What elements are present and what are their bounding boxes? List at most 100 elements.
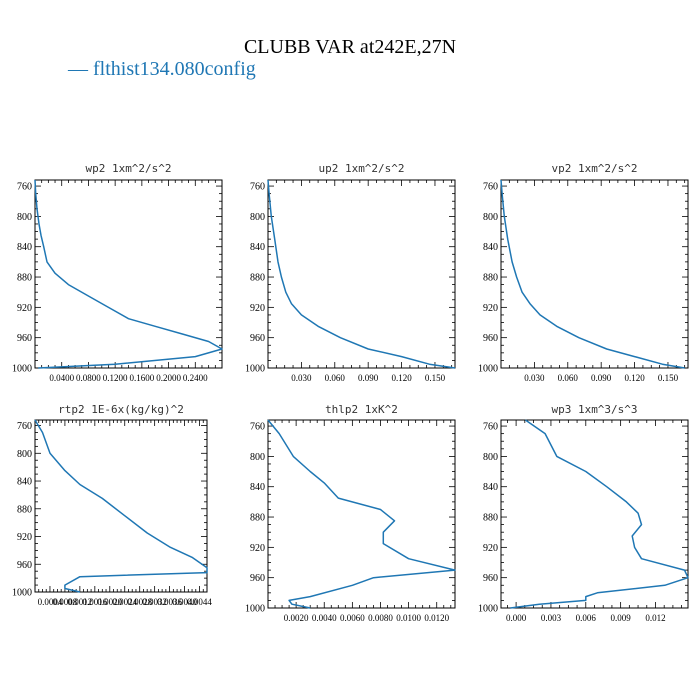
axes-frame: [34, 419, 208, 593]
x-tick-label: 0.0400: [49, 373, 74, 383]
y-tick-label: 920: [17, 303, 32, 314]
y-tick-label: 920: [250, 543, 265, 554]
y-tick-label: 840: [17, 242, 32, 253]
y-tick-label: 800: [17, 212, 32, 223]
axes-frame: [267, 179, 456, 369]
subplot-3: vp2 1xm^2/s^2 760 800 840 880 920 960 1000 0.030…: [478, 162, 689, 383]
subplot-title: up2 1xm^2/s^2: [318, 162, 404, 175]
x-tick-label: 0.006: [576, 613, 597, 623]
y-tick-label: 840: [483, 242, 498, 253]
x-tick-label: 0.0100: [396, 613, 421, 623]
y-tick-label: 840: [250, 482, 265, 493]
subplot-4: rtp2 1E-6x(kg/kg)^2 760 800 840 880 920 960 100…: [12, 403, 212, 607]
x-tick-label: 0.0060: [340, 613, 365, 623]
x-tick-label: 0.0012: [67, 597, 92, 607]
subplot-2: up2 1xm^2/s^2 760 800 840 880 920 960 1000 0.030…: [245, 162, 456, 383]
y-tick-label: 960: [17, 333, 32, 344]
axes-frame: [500, 179, 689, 369]
subplot-1: wp2 1xm^2/s^2 760 800 840 880 920 960 1000 0.040…: [12, 162, 223, 383]
x-tick-label: 0.0016: [82, 597, 107, 607]
y-tick-label: 1000: [245, 604, 265, 615]
x-tick-label: 0.0020: [284, 613, 309, 623]
x-tick-label: 0.0044: [187, 597, 212, 607]
y-tick-label: 800: [250, 212, 265, 223]
subplot-title: rtp2 1E-6x(kg/kg)^2: [58, 403, 184, 416]
x-tick-label: 0.0032: [142, 597, 167, 607]
x-tick-label: 0.0028: [127, 597, 152, 607]
y-tick-label: 960: [250, 573, 265, 584]
figure-title: CLUBB VAR at242E,27N: [243, 36, 457, 58]
subplot-title: thlp2 1xK^2: [325, 403, 398, 416]
data-series-line: [34, 419, 208, 593]
x-tick-label: 0.030: [524, 373, 545, 383]
x-tick-label: 0.0800: [76, 373, 101, 383]
data-series-line: [500, 179, 685, 369]
y-tick-label: 760: [250, 182, 265, 193]
y-tick-label: 880: [250, 513, 265, 524]
y-tick-label: 880: [17, 504, 32, 515]
subplot-6: wp3 1xm^3/s^3 760 800 840 880 920 960 1000 0.000…: [478, 403, 689, 623]
x-tick-label: 0.2400: [183, 373, 208, 383]
y-tick-label: 1000: [12, 364, 32, 375]
subplot-title: wp2 1xm^2/s^2: [85, 162, 171, 175]
x-tick-label: 0.1200: [103, 373, 128, 383]
y-tick-label: 1000: [12, 588, 32, 599]
x-tick-label: 0.060: [325, 373, 346, 383]
x-tick-label: 0.0020: [97, 597, 122, 607]
x-tick-label: 0.000: [506, 613, 527, 623]
x-tick-label: 0.0120: [424, 613, 449, 623]
x-tick-label: 0.0036: [157, 597, 182, 607]
y-tick-label: 800: [17, 449, 32, 460]
data-series-line: [510, 419, 689, 609]
y-tick-label: 760: [17, 421, 32, 432]
legend-entry: — flthist134.080config: [68, 58, 256, 80]
x-tick-label: 0.0080: [368, 613, 393, 623]
y-tick-label: 960: [483, 573, 498, 584]
x-tick-label: 0.0004: [38, 597, 63, 607]
y-tick-label: 880: [250, 273, 265, 284]
y-tick-label: 760: [483, 182, 498, 193]
x-tick-label: 0.0008: [53, 597, 78, 607]
x-tick-label: 0.120: [391, 373, 412, 383]
y-tick-label: 1000: [478, 604, 498, 615]
y-tick-label: 880: [17, 273, 32, 284]
y-tick-label: 1000: [478, 364, 498, 375]
x-tick-label: 0.009: [611, 613, 632, 623]
y-tick-label: 840: [250, 242, 265, 253]
y-tick-label: 960: [483, 333, 498, 344]
subplot-title: vp2 1xm^2/s^2: [551, 162, 637, 175]
y-tick-label: 800: [483, 212, 498, 223]
y-tick-label: 880: [483, 273, 498, 284]
y-tick-label: 1000: [245, 364, 265, 375]
x-tick-label: 0.003: [541, 613, 562, 623]
y-tick-label: 840: [17, 477, 32, 488]
x-tick-label: 0.0040: [172, 597, 197, 607]
axes-frame: [500, 419, 689, 609]
axes-frame: [34, 179, 223, 369]
y-tick-label: 800: [250, 452, 265, 463]
x-tick-label: 0.1600: [129, 373, 154, 383]
x-tick-label: 0.150: [425, 373, 446, 383]
axes-frame: [267, 419, 456, 609]
y-tick-label: 760: [483, 422, 498, 433]
x-tick-label: 0.090: [591, 373, 612, 383]
x-tick-label: 0.120: [624, 373, 645, 383]
y-tick-label: 760: [17, 182, 32, 193]
y-tick-label: 880: [483, 513, 498, 524]
subplot-title: wp3 1xm^3/s^3: [551, 403, 637, 416]
x-tick-label: 0.150: [658, 373, 679, 383]
x-tick-label: 0.012: [645, 613, 665, 623]
y-tick-label: 840: [483, 482, 498, 493]
y-tick-label: 960: [17, 560, 32, 571]
data-series-line: [267, 179, 456, 369]
y-tick-label: 760: [250, 422, 265, 433]
x-tick-label: 0.0040: [312, 613, 337, 623]
x-tick-label: 0.0024: [112, 597, 137, 607]
y-tick-label: 920: [483, 303, 498, 314]
x-tick-label: 0.090: [358, 373, 379, 383]
y-tick-label: 960: [250, 333, 265, 344]
data-series-line: [267, 419, 456, 609]
